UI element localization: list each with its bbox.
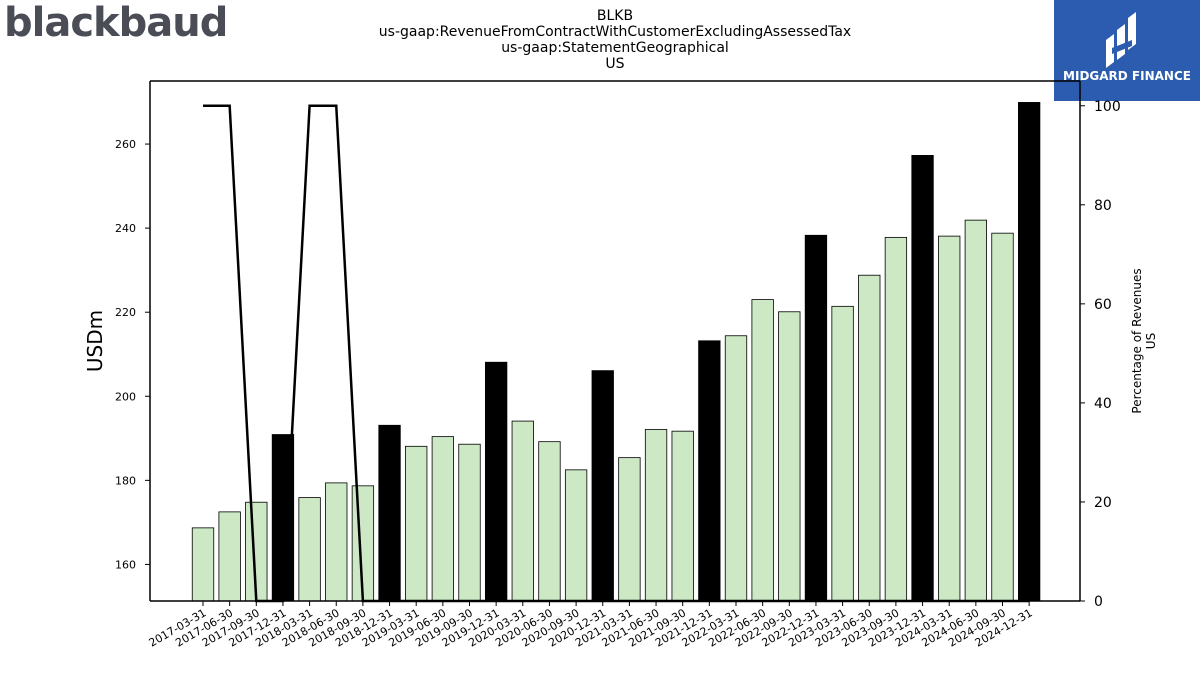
midgard-finance-logo: MIDGARD FINANCE: [1054, 0, 1200, 101]
bar-2024-06-30: [964, 219, 987, 602]
right-axis-label-line: Percentage of Revenues: [1130, 268, 1144, 413]
bar-2023-09-30: [884, 236, 908, 602]
bar-2024-12-31: [1018, 102, 1041, 602]
bar-2021-03-31: [618, 457, 641, 602]
bar-series: [191, 102, 1041, 602]
left-axis-label: USDm: [83, 310, 107, 372]
blackbaud-logo: blackbaud: [4, 0, 228, 46]
bar-2020-03-31: [511, 420, 534, 602]
left-tick-label-160: 160: [115, 558, 136, 571]
x-axis-ticks: 2017-03-312017-06-302017-09-302017-12-31…: [147, 601, 1035, 650]
midgard-mark-icon: [1106, 12, 1136, 68]
left-tick-label-200: 200: [115, 390, 136, 403]
bar-2017-03-31: [191, 527, 215, 602]
bar-2022-09-30: [778, 311, 801, 602]
bar-2020-12-31: [591, 370, 614, 602]
bar-2024-09-30: [991, 232, 1014, 602]
bar-2018-06-30: [325, 482, 348, 602]
chart-axes: [149, 80, 1081, 602]
chart-title: BLKB us-gaap:RevenueFromContractWithCust…: [300, 8, 930, 72]
midgard-logo-text: MIDGARD FINANCE: [1063, 69, 1191, 83]
bar-2024-03-31: [938, 235, 961, 602]
bar-2019-09-30: [458, 443, 481, 602]
right-axis-ticks: 0 20 40 60 80 100: [1080, 99, 1121, 610]
title-metric: us-gaap:RevenueFromContractWithCustomerE…: [378, 24, 852, 40]
bar-2021-06-30: [644, 429, 668, 602]
bar-2019-12-31: [484, 361, 508, 602]
right-tick-label-20: 20: [1094, 495, 1112, 511]
bar-2018-12-31: [378, 424, 401, 602]
bar-2021-12-31: [698, 340, 721, 602]
right-tick-label-60: 60: [1094, 297, 1112, 313]
title-axis: us-gaap:StatementGeographical: [501, 40, 729, 56]
left-tick-label-260: 260: [115, 138, 136, 151]
right-tick-label-0: 0: [1094, 594, 1103, 610]
bar-2020-06-30: [538, 441, 561, 602]
bar-2017-06-30: [218, 511, 241, 602]
right-axis-label-line: US: [1144, 333, 1158, 349]
right-tick-label-40: 40: [1094, 396, 1112, 412]
bar-2022-12-31: [804, 234, 828, 602]
bar-2021-09-30: [671, 430, 694, 602]
title-ticker: BLKB: [596, 8, 634, 24]
title-member: US: [605, 56, 625, 72]
right-axis-label: Percentage of RevenuesUS: [1130, 268, 1158, 413]
bar-2023-12-31: [911, 155, 934, 602]
bar-2022-06-30: [751, 299, 774, 602]
bar-2018-03-31: [298, 497, 321, 602]
bar-2023-06-30: [858, 274, 881, 602]
bar-2019-03-31: [405, 445, 428, 602]
bar-2023-03-31: [831, 305, 854, 602]
bar-2022-03-31: [724, 335, 748, 602]
bar-2019-06-30: [431, 436, 455, 602]
left-axis-ticks: 160 180 200 220 240 260: [115, 138, 150, 571]
right-tick-label-100: 100: [1094, 99, 1121, 115]
left-tick-label-240: 240: [115, 222, 136, 235]
right-axis-label-text: Percentage of RevenuesUS: [1130, 268, 1158, 413]
bar-2020-09-30: [564, 469, 588, 602]
left-tick-label-220: 220: [115, 306, 136, 319]
right-tick-label-80: 80: [1094, 198, 1112, 214]
left-tick-label-180: 180: [115, 474, 136, 487]
